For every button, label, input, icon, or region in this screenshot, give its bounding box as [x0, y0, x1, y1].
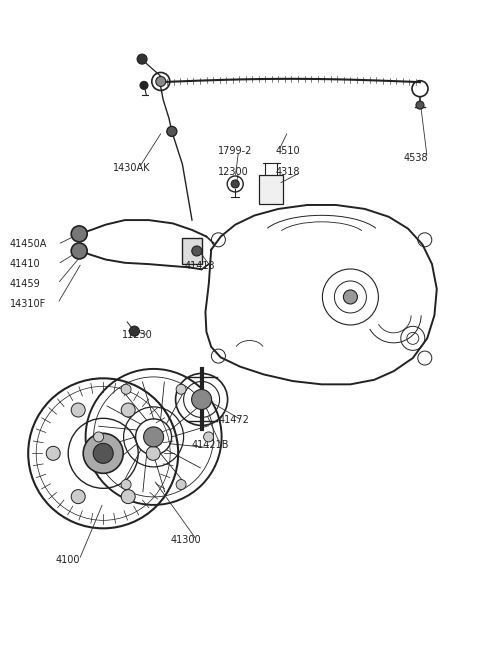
- Circle shape: [176, 384, 186, 394]
- Text: 41472: 41472: [218, 415, 249, 426]
- Text: 4100: 4100: [55, 555, 80, 565]
- Text: 14310F: 14310F: [10, 298, 46, 309]
- Circle shape: [192, 246, 202, 256]
- Circle shape: [121, 480, 131, 489]
- Circle shape: [121, 489, 135, 504]
- Circle shape: [71, 226, 87, 242]
- Circle shape: [71, 489, 85, 504]
- Text: 41459: 41459: [10, 279, 40, 289]
- Circle shape: [121, 403, 135, 417]
- Text: 41413: 41413: [185, 261, 216, 271]
- Text: 4510: 4510: [276, 146, 300, 156]
- Circle shape: [343, 290, 358, 304]
- Text: 41300: 41300: [170, 535, 201, 545]
- Circle shape: [192, 390, 212, 409]
- Text: 1799-2: 1799-2: [218, 146, 253, 156]
- Circle shape: [140, 81, 148, 89]
- Text: 41421B: 41421B: [192, 440, 229, 451]
- Circle shape: [83, 434, 123, 473]
- Circle shape: [146, 446, 160, 461]
- Circle shape: [176, 480, 186, 489]
- Text: 4538: 4538: [403, 152, 428, 163]
- Text: 12300: 12300: [218, 167, 249, 177]
- Text: 11230: 11230: [122, 330, 153, 340]
- Circle shape: [121, 384, 131, 394]
- Circle shape: [137, 54, 147, 64]
- Text: 41410: 41410: [10, 259, 40, 269]
- Circle shape: [93, 443, 113, 463]
- Circle shape: [156, 76, 166, 87]
- Circle shape: [130, 326, 139, 336]
- Circle shape: [71, 403, 85, 417]
- Circle shape: [416, 101, 424, 109]
- Circle shape: [204, 432, 214, 442]
- Circle shape: [46, 446, 60, 461]
- Circle shape: [94, 432, 104, 442]
- FancyBboxPatch shape: [259, 175, 283, 204]
- Text: 41450A: 41450A: [10, 239, 47, 250]
- Circle shape: [71, 243, 87, 259]
- FancyBboxPatch shape: [182, 238, 202, 264]
- Circle shape: [144, 427, 164, 447]
- Circle shape: [167, 126, 177, 137]
- Text: 4318: 4318: [276, 167, 300, 177]
- Circle shape: [231, 180, 239, 188]
- Text: 1430AK: 1430AK: [113, 162, 150, 173]
